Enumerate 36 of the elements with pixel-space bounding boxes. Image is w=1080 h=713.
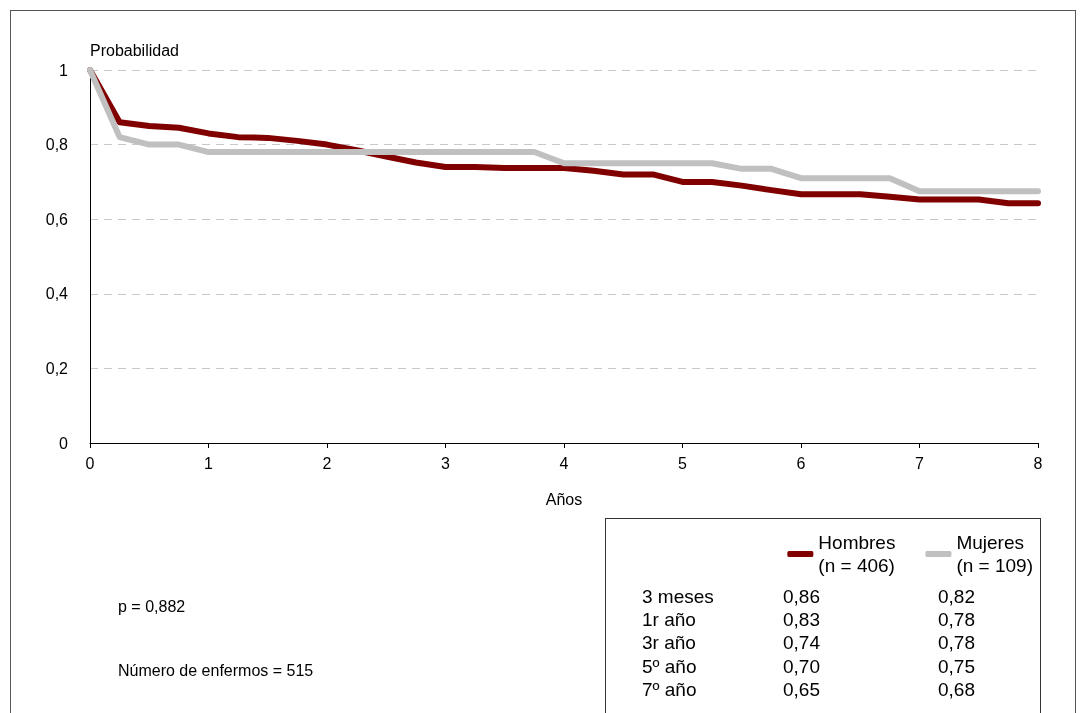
text: 0,78 — [938, 632, 975, 654]
x-tick-label: 1 — [204, 454, 214, 472]
text: 0,82 — [938, 586, 975, 608]
text: 0,86 — [783, 586, 820, 608]
text: 0,68 — [938, 679, 975, 701]
text: Número de enfermos = 515 — [118, 662, 314, 680]
x-tick-label: 0 — [85, 454, 95, 472]
legend-label: Hombres (n = 406) — [818, 532, 896, 576]
x-tick-label: 2 — [322, 454, 332, 472]
y-tick-label: 0,8 — [45, 136, 69, 154]
x-tick-label: 4 — [559, 454, 569, 472]
x-axis-title: Años — [545, 490, 583, 508]
y-axis-title: Probabilidad — [90, 41, 179, 59]
text: 0,70 — [783, 656, 820, 678]
y-tick-label: 0,2 — [45, 359, 69, 377]
y-tick-label: 0 — [59, 434, 69, 452]
text: 0,74 — [783, 632, 820, 654]
y-tick-label: 0,4 — [45, 285, 69, 303]
text: 1r año — [642, 609, 696, 631]
text: 0,75 — [938, 656, 975, 678]
y-tick-label: 1 — [59, 61, 69, 79]
text: 3r año — [642, 632, 696, 654]
legend-label: Mujeres (n = 109) — [956, 532, 1033, 576]
text: 0,83 — [783, 609, 820, 631]
x-tick-label: 6 — [796, 454, 806, 472]
x-tick-label: 7 — [915, 454, 925, 472]
y-tick-label: 0,6 — [45, 210, 69, 228]
text: 7º año — [642, 679, 697, 701]
x-tick-label: 3 — [441, 454, 451, 472]
x-tick-label: 8 — [1033, 454, 1043, 472]
text: 5º año — [642, 656, 697, 678]
x-tick-label: 5 — [678, 454, 688, 472]
text: 0,65 — [783, 679, 820, 701]
text: 3 meses — [642, 586, 714, 608]
text: 0,78 — [938, 609, 975, 631]
text: p = 0,882 — [118, 598, 186, 616]
